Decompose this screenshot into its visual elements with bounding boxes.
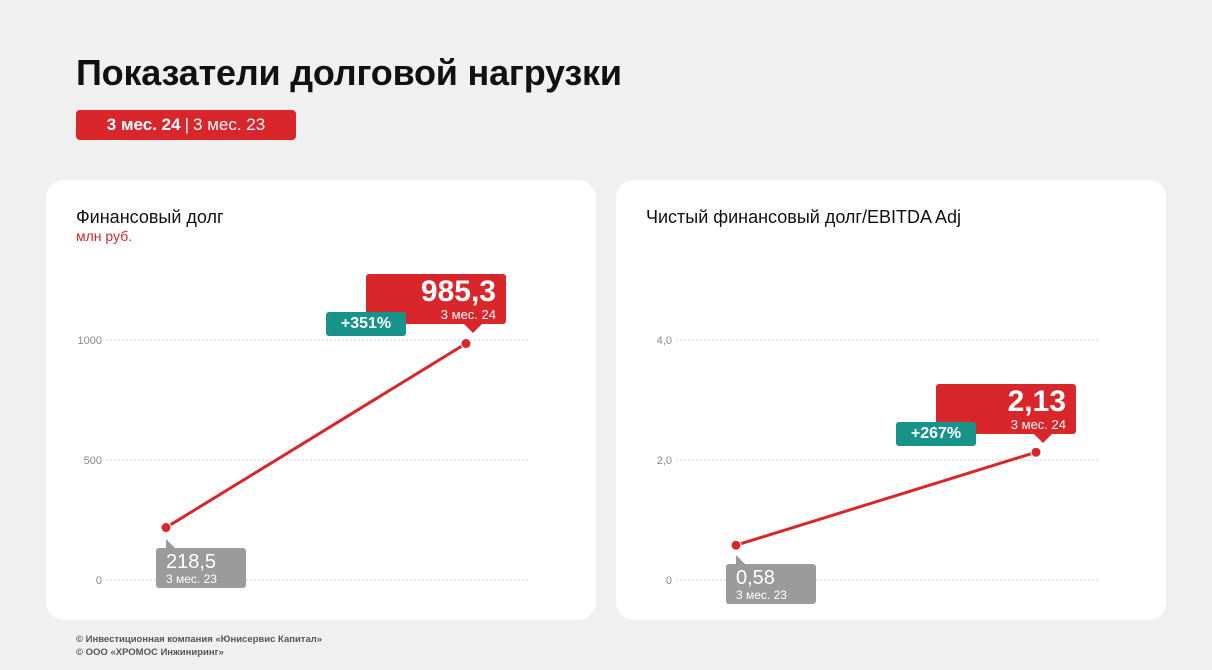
page-title: Показатели долговой нагрузки: [76, 52, 622, 93]
y-tick-label: 0: [666, 575, 672, 587]
data-point: [730, 539, 742, 551]
growth-badge: +267%: [896, 422, 976, 446]
callout-tail: [166, 539, 175, 548]
callout-current-period: 3 мес. 24: [440, 307, 496, 322]
y-tick-label: 2,0: [657, 455, 672, 467]
card-unit: млн руб.: [76, 228, 133, 244]
period-badge: 3 мес. 24 | 3 мес. 23: [76, 110, 296, 140]
footer: © Инвестиционная компания «Юнисервис Кап…: [76, 633, 322, 659]
period-current: 3 мес. 24: [106, 115, 181, 134]
copyright-line: © ООО «ХРОМОС Инжиниринг»: [76, 647, 224, 658]
y-tick-label: 1000: [78, 335, 102, 347]
y-tick-label: 4,0: [657, 335, 672, 347]
data-point: [460, 338, 472, 350]
net-debt-ebitda-chart: 0 2,0 4,0: [657, 335, 1098, 587]
callout-previous-value: 0,58: [736, 567, 775, 589]
callout-previous-period: 3 мес. 23: [736, 588, 787, 602]
financial-debt-card: Финансовый долг млн руб. 0 500 1000 985,3 …: [46, 180, 596, 620]
data-point: [1030, 446, 1042, 458]
callout-current-value: 2,13: [1007, 385, 1066, 418]
series-line: [734, 450, 1038, 547]
y-tick-label: 500: [84, 455, 102, 467]
data-point: [160, 522, 172, 534]
callout-previous-period: 3 мес. 23: [166, 572, 217, 586]
callout-previous: 0,58 3 мес. 23: [726, 555, 816, 604]
series-line: [164, 342, 468, 530]
period-previous: 3 мес. 23: [193, 115, 266, 134]
callout-tail: [1034, 434, 1052, 443]
card-title: Чистый финансовый долг/EBITDA Adj: [646, 207, 962, 227]
net-debt-ebitda-card: Чистый финансовый долг/EBITDA Adj 0 2,0 4,…: [616, 180, 1166, 620]
callout-current-period: 3 мес. 24: [1010, 417, 1066, 432]
period-separator: |: [184, 115, 190, 134]
callout-tail: [464, 324, 482, 333]
callout-previous-value: 218,5: [166, 551, 217, 573]
financial-debt-chart: 0 500 1000: [78, 335, 528, 587]
copyright-line: © Инвестиционная компания «Юнисервис Кап…: [76, 634, 323, 645]
y-tick-label: 0: [96, 575, 102, 587]
callout-previous: 218,5 3 мес. 23: [156, 539, 246, 588]
callout-tail: [736, 555, 745, 564]
card-title: Финансовый долг: [76, 207, 224, 227]
callout-current-value: 985,3: [420, 275, 496, 308]
growth-badge: +351%: [326, 312, 406, 336]
